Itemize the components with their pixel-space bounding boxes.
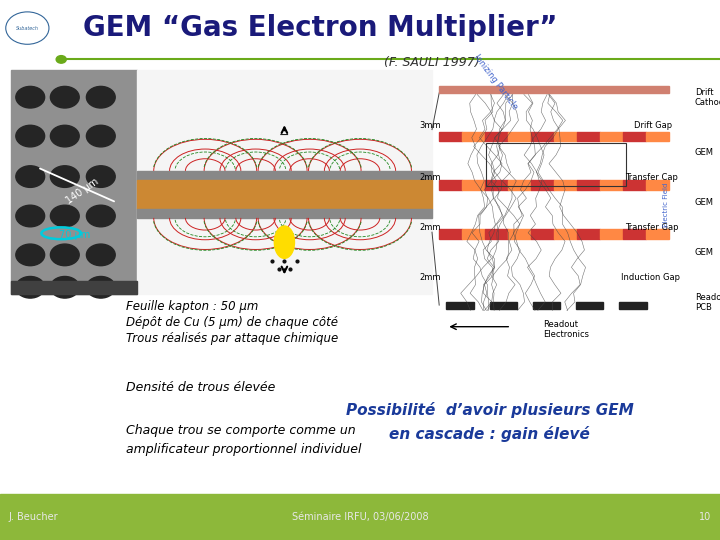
Circle shape (16, 125, 45, 147)
Circle shape (16, 166, 45, 187)
Bar (485, 180, 508, 190)
Bar (439, 180, 462, 190)
Bar (531, 180, 554, 190)
Circle shape (16, 276, 45, 298)
Text: GEM “Gas Electron Multiplier”: GEM “Gas Electron Multiplier” (83, 14, 557, 42)
Ellipse shape (274, 226, 294, 258)
Bar (485, 229, 508, 239)
Bar (577, 180, 600, 190)
Bar (624, 180, 647, 190)
Text: Chaque trou se comporte comme un
amplificateur proportionnel individuel: Chaque trou se comporte comme un amplifi… (126, 424, 361, 456)
Bar (576, 302, 603, 309)
Text: Readout
PCB: Readout PCB (695, 293, 720, 312)
Bar (508, 132, 531, 141)
Bar (647, 229, 670, 239)
Bar (531, 132, 554, 141)
Bar (647, 180, 670, 190)
Circle shape (86, 86, 115, 108)
Circle shape (16, 205, 45, 227)
Circle shape (50, 86, 79, 108)
Bar (137, 171, 432, 179)
Bar (11, 70, 137, 294)
Circle shape (86, 276, 115, 298)
Text: 3mm: 3mm (419, 121, 441, 130)
Text: Electric Field: Electric Field (662, 183, 669, 227)
Bar (624, 132, 647, 141)
Bar (439, 229, 462, 239)
Text: Séminaire IRFU, 03/06/2008: Séminaire IRFU, 03/06/2008 (292, 512, 428, 522)
Bar (554, 132, 577, 141)
Bar (439, 86, 670, 93)
Text: Induction Gap: Induction Gap (621, 273, 680, 281)
Bar (137, 70, 432, 294)
Bar (439, 132, 462, 141)
Bar (619, 302, 647, 309)
Bar (446, 302, 474, 309)
Bar (531, 229, 554, 239)
Circle shape (16, 86, 45, 108)
Bar (11, 281, 137, 294)
Text: Readout
Electronics: Readout Electronics (544, 320, 590, 339)
Bar (508, 180, 531, 190)
Bar (462, 180, 485, 190)
Bar (439, 73, 684, 338)
Bar (577, 229, 600, 239)
Bar (486, 143, 626, 186)
Text: Ionizing Particle: Ionizing Particle (472, 53, 519, 111)
Bar (490, 302, 517, 309)
Text: (F. SAULI 1997): (F. SAULI 1997) (384, 56, 480, 69)
Circle shape (16, 244, 45, 266)
Text: Transfer Gap: Transfer Gap (625, 223, 678, 232)
Text: J. Beucher: J. Beucher (9, 512, 58, 522)
Text: 10: 10 (699, 512, 711, 522)
Circle shape (86, 166, 115, 187)
Text: Possibilité  d’avoir plusieurs GEM
en cascade : gain élevé: Possibilité d’avoir plusieurs GEM en cas… (346, 402, 634, 442)
Text: 2mm: 2mm (419, 173, 441, 181)
Text: 2mm: 2mm (419, 223, 441, 232)
Circle shape (86, 205, 115, 227)
Bar (600, 132, 624, 141)
Text: Feuille kapton : 50 µm: Feuille kapton : 50 µm (126, 300, 258, 313)
Text: −: − (279, 129, 289, 143)
Bar (462, 132, 485, 141)
Text: Drift Gap: Drift Gap (634, 121, 672, 130)
Bar (624, 229, 647, 239)
Bar (554, 180, 577, 190)
Circle shape (86, 244, 115, 266)
Bar (508, 229, 531, 239)
Text: 140 µm: 140 µm (65, 177, 101, 206)
Bar (647, 132, 670, 141)
Text: Dépôt de Cu (5 µm) de chaque côté: Dépôt de Cu (5 µm) de chaque côté (126, 316, 338, 329)
Bar (600, 180, 624, 190)
Text: GEM: GEM (695, 198, 714, 207)
Bar (137, 179, 432, 209)
Bar (462, 229, 485, 239)
Text: GEM: GEM (695, 148, 714, 157)
Circle shape (86, 125, 115, 147)
Circle shape (50, 276, 79, 298)
Bar (137, 209, 432, 218)
Text: Subatech: Subatech (16, 25, 39, 31)
Text: Transfer Cap: Transfer Cap (625, 173, 678, 181)
Text: Densité de trous élevée: Densité de trous élevée (126, 381, 275, 394)
Circle shape (50, 205, 79, 227)
Bar (600, 229, 624, 239)
Text: 70 µm: 70 µm (59, 230, 90, 240)
Text: 2mm: 2mm (419, 273, 441, 281)
Bar (533, 302, 560, 309)
Text: GEM: GEM (695, 248, 714, 257)
Bar (577, 132, 600, 141)
Circle shape (56, 56, 66, 63)
Circle shape (50, 125, 79, 147)
Text: Trous réalisés par attaque chimique: Trous réalisés par attaque chimique (126, 332, 338, 345)
Circle shape (50, 166, 79, 187)
Bar (0, 494, 720, 540)
Circle shape (50, 244, 79, 266)
Text: Drift
Cathode: Drift Cathode (695, 87, 720, 107)
Bar (485, 132, 508, 141)
Bar (554, 229, 577, 239)
